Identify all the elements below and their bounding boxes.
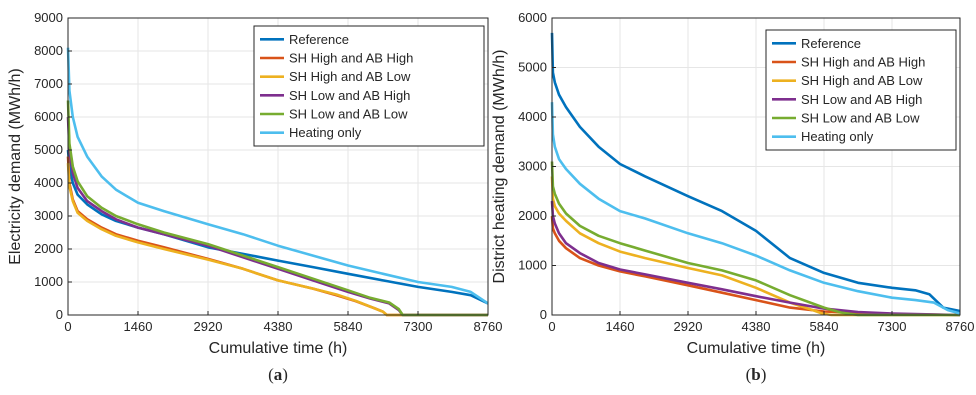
legend-label: SH High and AB Low [801,73,923,88]
series-line-0 [66,149,489,305]
legend-label: SH Low and AB High [801,92,922,107]
panel-caption-letter: b [751,365,760,384]
legend-box [765,29,957,151]
series-line-2 [550,176,960,317]
series-line-0 [550,32,961,313]
y-tick-label: 4000 [34,175,63,190]
y-tick-label: 5000 [518,60,547,75]
y-tick-label: 5000 [34,142,63,157]
y-tick-label: 1000 [518,258,547,273]
series-line-5 [66,47,489,305]
x-axis-title: Cumulative time (h) [687,340,826,357]
x-tick-label: 5840 [810,319,839,334]
y-tick-label: 2000 [518,208,547,223]
legend-label: SH High and AB Low [289,69,411,84]
x-tick-label: 1460 [124,319,153,334]
chart-panel-b: 0 1460 2920 4380 5840 7300 8760 0 1000 2000 3000 40… [491,10,974,384]
legend-label: SH Low and AB Low [289,107,408,122]
panel-caption: (a) [268,365,288,384]
x-axis-title: Cumulative time (h) [209,340,348,357]
y-tick-label: 6000 [518,10,547,25]
legend-label: SH High and AB High [801,55,925,70]
x-tick-label: 5840 [334,319,363,334]
y-tick-label: 2000 [34,241,63,256]
y-tick-label: 6000 [34,109,63,124]
x-tick-label: 2920 [674,319,703,334]
legend-label: SH Low and AB Low [801,111,920,126]
y-tick-label: 7000 [34,76,63,91]
series-line-4 [66,100,488,317]
y-tick-label: 0 [56,307,63,322]
y-axis-title: District heating demand (MWh/h) [491,50,508,284]
x-tick-label: 4380 [742,319,771,334]
x-tick-label: 7300 [878,319,907,334]
x-tick-label: 8760 [474,319,503,334]
x-tick-label: 2920 [194,319,223,334]
y-tick-label: 0 [540,307,547,322]
legend-label: Reference [801,36,861,51]
series-line-4 [550,161,960,317]
legend: Reference SH High and AB High SH High and … [253,25,485,147]
legend-box [253,25,485,147]
panel-caption-letter: a [274,365,283,384]
y-tick-label: 3000 [34,208,63,223]
y-tick-label: 3000 [518,159,547,174]
legend-label: Reference [289,32,349,47]
y-tick-label: 1000 [34,274,63,289]
legend: Reference SH High and AB High SH High and … [765,29,957,151]
legend-label: SH Low and AB High [289,88,410,103]
y-tick-label: 9000 [34,10,63,25]
panel-caption: (b) [746,365,767,384]
legend-label: Heating only [289,125,362,140]
y-axis-title: Electricity demand (MWh/h) [7,68,24,265]
x-tick-label: 1460 [606,319,635,334]
legend-label: Heating only [801,129,874,144]
y-tick-label: 8000 [34,43,63,58]
x-tick-label: 7300 [404,319,433,334]
legend-label: SH High and AB High [289,51,413,66]
x-tick-label: 0 [64,319,71,334]
chart-panel-a: 0 1460 2920 4380 5840 7300 8760 0 1000 2000 3000 40… [7,10,502,384]
y-tick-label: 4000 [518,109,547,124]
x-tick-label: 0 [548,319,555,334]
x-tick-label: 4380 [264,319,293,334]
x-tick-label: 8760 [946,319,975,334]
series-line-2 [66,163,488,317]
series-line-5 [550,102,961,315]
